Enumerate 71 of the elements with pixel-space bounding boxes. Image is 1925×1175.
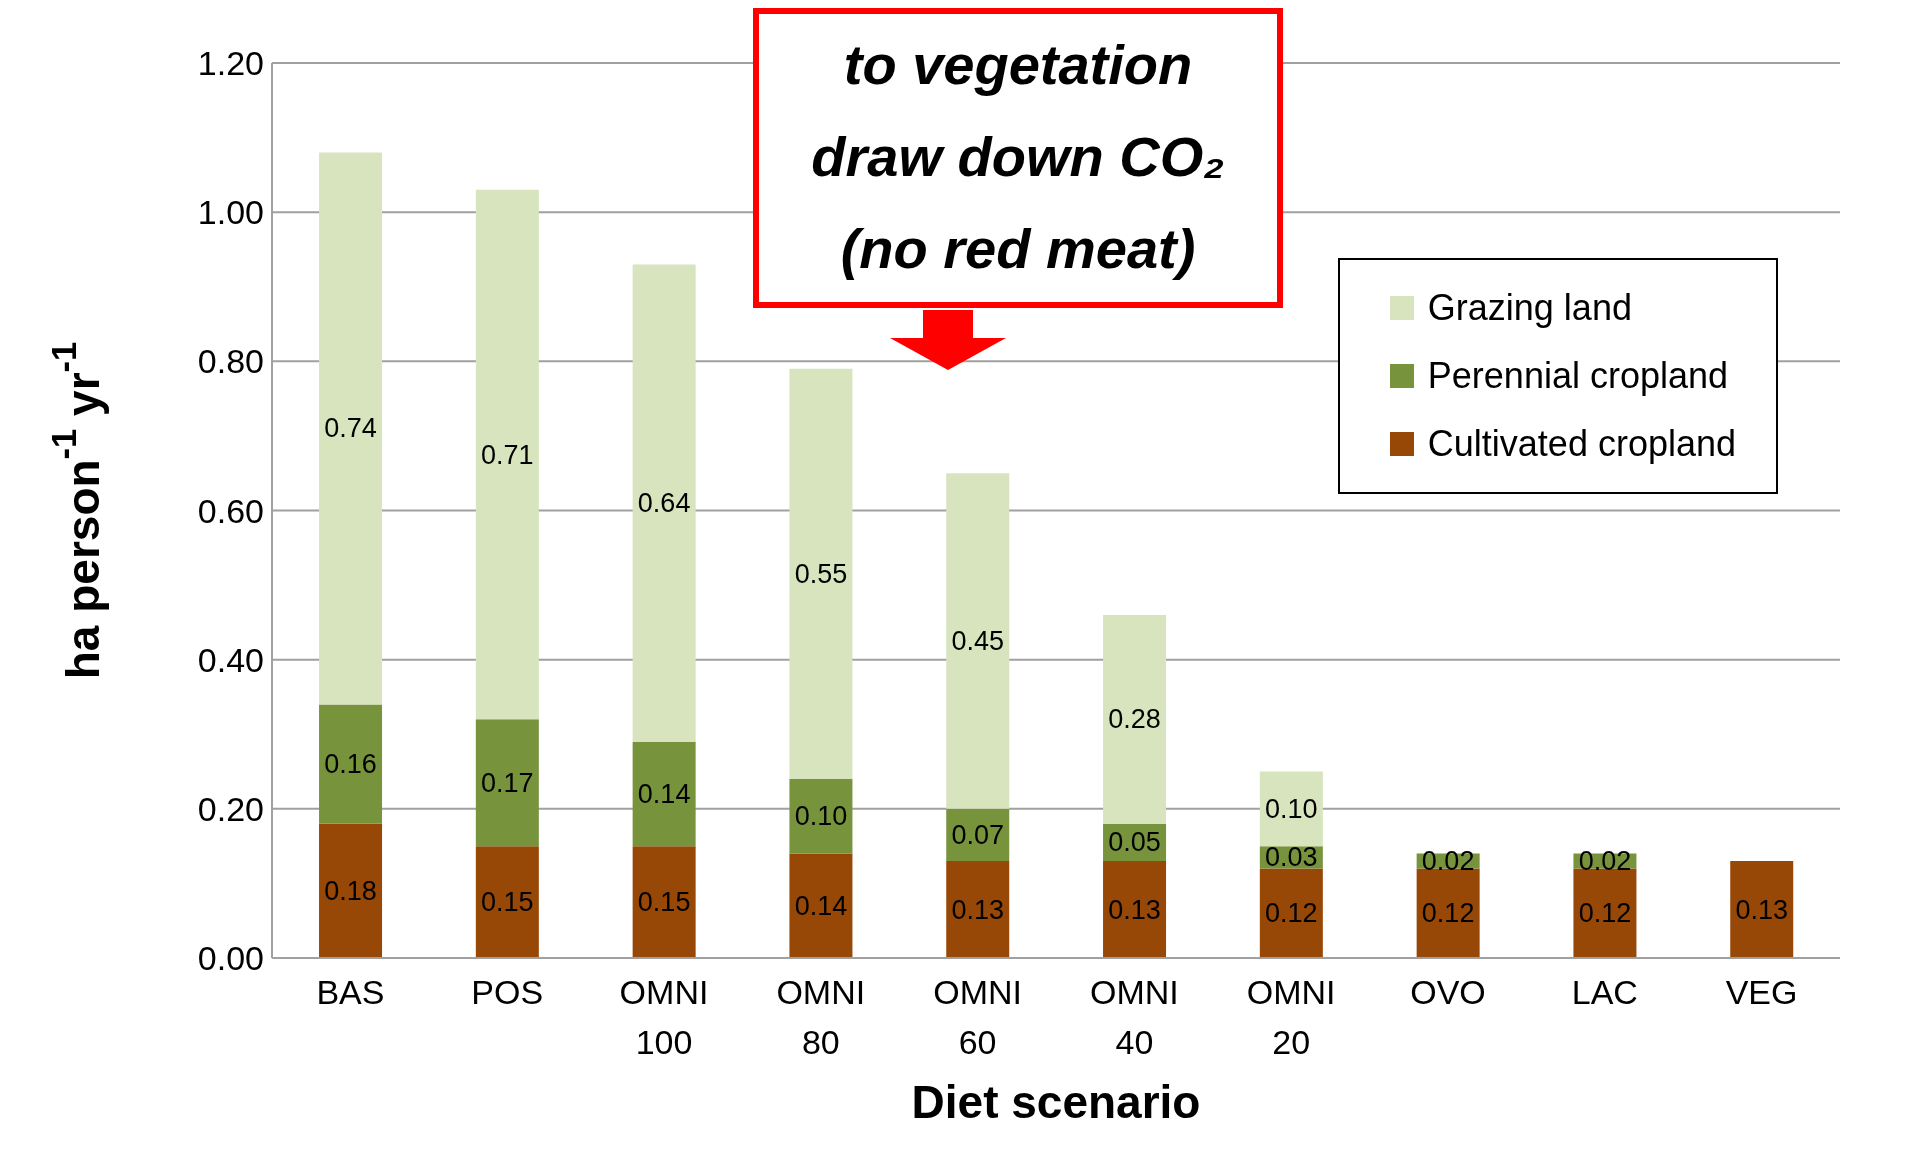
x-tick-label: LAC [1571, 973, 1638, 1011]
data-label: 0.15 [481, 887, 534, 918]
data-label: 0.55 [794, 558, 848, 589]
bar [319, 704, 383, 824]
data-label: 0.71 [481, 439, 534, 470]
bar [1259, 771, 1323, 847]
bar [789, 779, 853, 854]
x-tick-label: BAS [316, 973, 385, 1011]
data-label: 0.12 [1578, 898, 1632, 929]
data-label: 0.07 [951, 819, 1005, 850]
data-label: 0.12 [1421, 898, 1475, 929]
x-axis-title: Diet scenario [911, 1076, 1201, 1128]
bar [1259, 868, 1323, 958]
y-tick-label: 0.60 [197, 491, 264, 530]
data-label: 0.03 [1265, 842, 1318, 873]
x-tick-label: OMNI 40 [1090, 973, 1179, 1061]
annotation: draw down CO₂ [810, 124, 1226, 190]
bar [1573, 868, 1637, 958]
y-tick-label: 0.40 [197, 640, 264, 679]
data-label: 0.14 [637, 778, 691, 809]
y-tick-label: 0.00 [197, 939, 264, 978]
y-tick-label: 0.80 [197, 342, 264, 381]
data-label: 0.13 [1108, 894, 1161, 925]
x-tick-label: OVO [1410, 973, 1486, 1011]
annotation: to vegetation [842, 32, 1194, 98]
legend-label: Grazing land [1427, 287, 1632, 329]
x-tick-label: OMNI 60 [933, 973, 1022, 1061]
annotation: (no red meat) [839, 216, 1197, 282]
y-tick-label: 1.00 [197, 193, 264, 232]
data-label: 0.14 [794, 890, 848, 921]
data-label: 0.64 [637, 488, 691, 519]
data-label: 0.45 [951, 626, 1005, 657]
data-label: 0.17 [481, 767, 534, 798]
x-tick-label: OMNI 80 [776, 973, 866, 1061]
bar [1103, 614, 1167, 824]
data-label: 0.02 [1421, 846, 1475, 877]
data-label: 0.12 [1265, 898, 1318, 929]
bar [946, 473, 1010, 809]
bar [1416, 868, 1480, 958]
y-tick-label: 1.20 [197, 44, 264, 83]
bar [789, 368, 853, 779]
bar [1103, 861, 1167, 958]
bar [632, 741, 696, 847]
bar [632, 264, 696, 742]
legend-label: Cultivated cropland [1427, 423, 1736, 465]
data-label: 0.15 [637, 887, 691, 918]
data-label: 0.05 [1108, 827, 1161, 858]
data-label: 0.16 [324, 749, 377, 780]
data-label: 0.10 [794, 801, 848, 832]
bar [632, 846, 696, 958]
bar [319, 823, 383, 958]
bar [319, 152, 383, 705]
data-label: 0.02 [1578, 846, 1632, 877]
x-tick-label: OMNI 100 [619, 973, 709, 1061]
bar [475, 846, 539, 958]
legend-label: Perennial cropland [1427, 355, 1729, 397]
x-tick-label: POS [471, 973, 544, 1011]
bar [1730, 861, 1794, 958]
bar [946, 861, 1010, 958]
data-label: 0.74 [324, 413, 377, 444]
y-tick-label: 0.20 [197, 789, 264, 828]
data-label: 0.13 [951, 894, 1005, 925]
data-label: 0.18 [324, 875, 377, 906]
data-label: 0.13 [1735, 894, 1789, 925]
x-tick-label: VEG [1725, 973, 1798, 1011]
bar [475, 189, 539, 720]
data-label: 0.10 [1265, 793, 1318, 824]
bar [475, 719, 539, 847]
bar [789, 853, 853, 958]
data-label: 0.28 [1108, 704, 1161, 735]
x-tick-label: OMNI 20 [1246, 973, 1336, 1061]
